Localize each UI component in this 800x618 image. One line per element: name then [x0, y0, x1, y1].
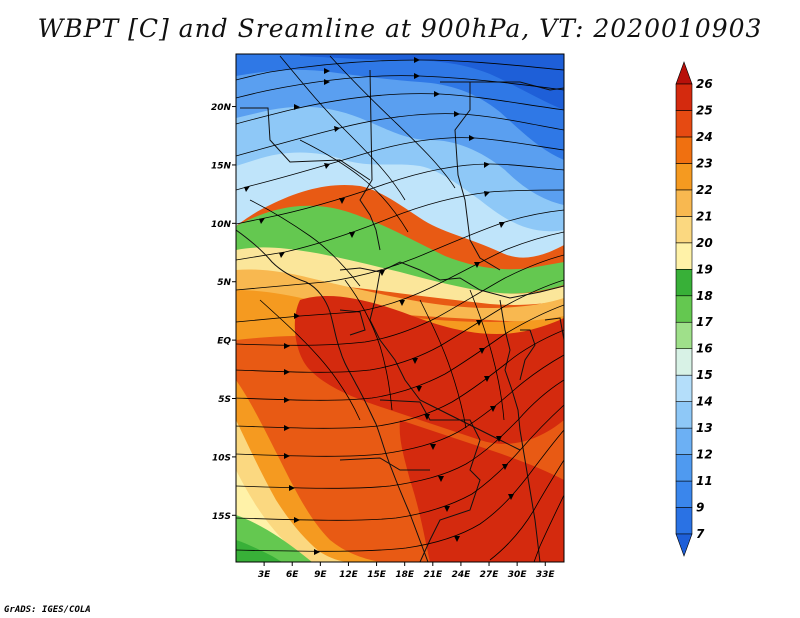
- streamlines: [236, 55, 564, 562]
- map-frame: [235, 53, 565, 563]
- colorbar-swatch: [675, 216, 693, 244]
- lon-label: 12E: [339, 570, 359, 580]
- lon-label: 33E: [536, 570, 556, 580]
- colorbar-label: 19: [696, 262, 713, 276]
- colorbar-label: 25: [696, 103, 713, 117]
- longitude-axis: 3E 6E 9E 12E 15E 18E 21E 24E 27E 30E 33E: [258, 562, 556, 580]
- lon-label: 18E: [395, 570, 415, 580]
- colorbar-label: 11: [696, 474, 713, 488]
- latitude-axis: 20N 15N 10N 5N EQ 5S 10S 15S: [211, 103, 236, 522]
- colorbar-swatch: [675, 136, 693, 164]
- colorbar-label: 26: [696, 77, 713, 91]
- colorbar-label: 23: [696, 156, 713, 170]
- lat-label: 10N: [211, 220, 232, 230]
- lat-label: 15N: [211, 161, 232, 171]
- colorbar-label: 12: [696, 448, 713, 462]
- grads-credit: GrADS: IGES/COLA: [4, 605, 91, 615]
- temperature-field: [236, 54, 564, 562]
- colorbar-label: 20: [696, 236, 713, 250]
- colorbar-swatch: [675, 242, 693, 270]
- colorbar-swatch: [675, 480, 693, 508]
- colorbar-label: 13: [696, 421, 713, 435]
- colorbar-swatch: [675, 507, 693, 535]
- colorbar-min-triangle: [675, 533, 693, 557]
- colorbar-label: 15: [696, 368, 713, 382]
- lat-label: EQ: [217, 337, 231, 347]
- colorbar-label: 17: [696, 315, 713, 329]
- streamline-arrows: [244, 57, 514, 555]
- colorbar-label: 24: [696, 130, 713, 144]
- lat-label: 15S: [212, 512, 231, 522]
- colorbar-label: 9: [696, 501, 704, 515]
- lat-label: 10S: [212, 453, 231, 463]
- lat-label: 5N: [217, 278, 231, 288]
- lon-label: 30E: [508, 570, 528, 580]
- colorbar-swatch: [675, 454, 693, 482]
- colorbar-label: 16: [696, 342, 713, 356]
- colorbar-swatch: [675, 110, 693, 138]
- lon-label: 3E: [258, 570, 271, 580]
- colorbar-swatch: [675, 401, 693, 429]
- lon-label: 27E: [480, 570, 500, 580]
- colorbar-max-triangle: [675, 61, 693, 85]
- colorbar-swatch: [675, 268, 693, 297]
- map-title: WBPT [C] and Sreamline at 900hPa, VT: 20…: [37, 14, 763, 43]
- country-borders: [236, 69, 564, 562]
- colorbar-swatch: [675, 348, 693, 376]
- colorbar-label: 18: [696, 289, 713, 303]
- colorbar-swatch: [675, 374, 693, 402]
- colorbar-swatch: [675, 163, 693, 191]
- lon-label: 15E: [367, 570, 387, 580]
- colorbar: 7 9 11 12 13 14 15 16 17 18 19 20 21 22 23 24 25 26: [675, 61, 713, 557]
- lat-label: 20N: [211, 103, 232, 113]
- colorbar-label: 14: [696, 395, 713, 409]
- colorbar-swatch: [675, 295, 693, 323]
- colorbar-label: 7: [696, 527, 705, 541]
- colorbar-swatch: [675, 321, 693, 350]
- lon-label: 6E: [286, 570, 299, 580]
- colorbar-swatch: [675, 427, 693, 455]
- lat-label: 5S: [218, 395, 231, 405]
- lon-label: 9E: [314, 570, 327, 580]
- lon-label: 24E: [452, 570, 472, 580]
- colorbar-label: 22: [696, 183, 713, 197]
- colorbar-swatch: [675, 83, 693, 111]
- colorbar-label: 21: [696, 209, 713, 223]
- colorbar-swatch: [675, 189, 693, 217]
- lon-label: 21E: [423, 570, 443, 580]
